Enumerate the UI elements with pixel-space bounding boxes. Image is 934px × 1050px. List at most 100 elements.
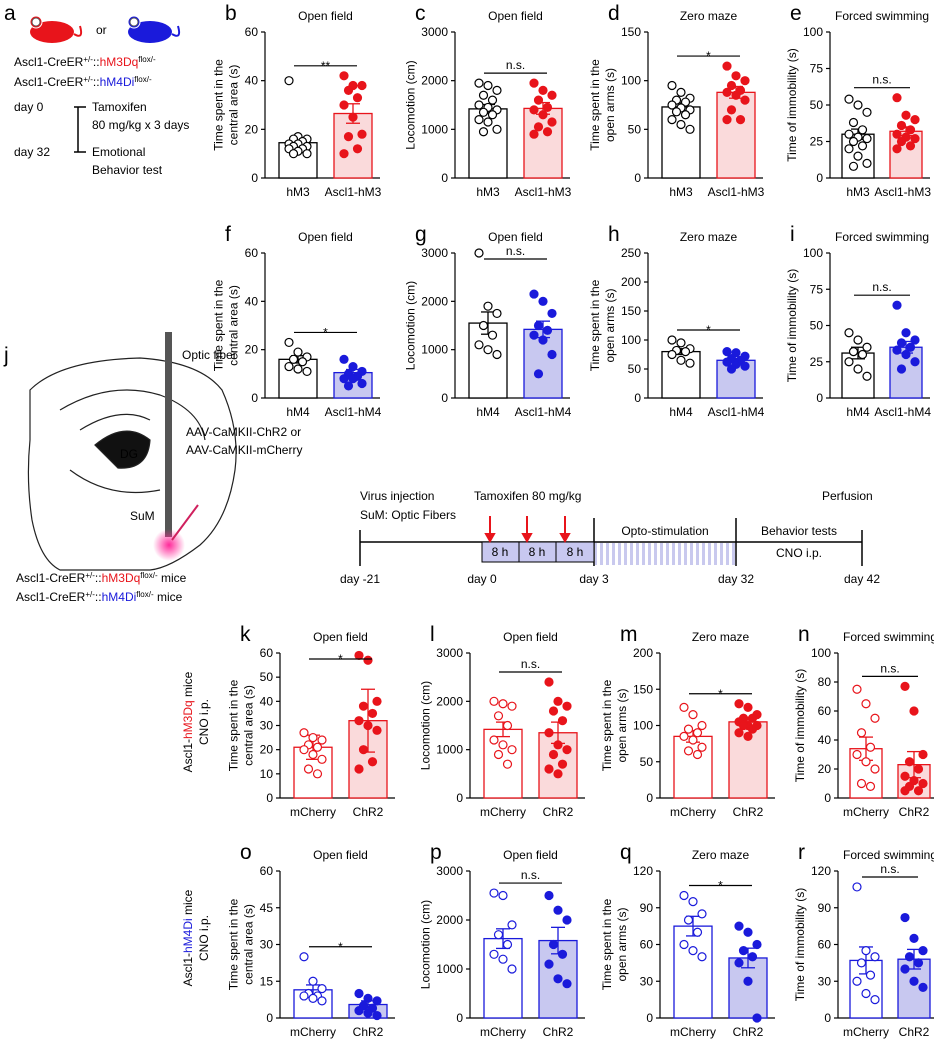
data-point	[697, 952, 707, 962]
data-point	[683, 915, 694, 925]
y-tick-label: 0	[441, 391, 448, 405]
block-label: 8 h	[529, 545, 546, 559]
label: AAV-CaMKII-ChR2 or	[186, 425, 301, 439]
data-point	[354, 650, 364, 661]
data-point	[734, 728, 744, 738]
significance-label: n.s.	[506, 244, 525, 258]
y-tick-label: 50	[810, 98, 824, 112]
x-tick-label: hM3	[286, 185, 310, 199]
y-axis-label: Time spent in the	[588, 279, 602, 371]
panel-letter: h	[608, 223, 620, 246]
data-point	[861, 946, 871, 956]
data-point	[308, 976, 318, 986]
data-point	[667, 349, 677, 360]
data-point	[900, 786, 910, 796]
y-tick-label: 80	[818, 675, 832, 689]
x-tick-label: mCherry	[843, 805, 889, 819]
data-point	[498, 699, 508, 709]
data-point	[284, 361, 294, 372]
data-point	[738, 720, 749, 731]
data-point	[302, 149, 312, 159]
genotype-line: Ascl1-CreER+/-::hM4Diflox/-	[14, 75, 152, 90]
data-point	[299, 728, 309, 738]
data-point	[308, 993, 318, 1004]
step-text: Emotional	[92, 145, 145, 159]
y-tick-label: 20	[260, 743, 274, 757]
data-point	[317, 996, 327, 1006]
data-point	[697, 909, 707, 919]
text-part: CNO i.p.	[197, 699, 211, 745]
data-point	[358, 701, 369, 711]
data-point	[844, 144, 854, 154]
data-point	[507, 745, 517, 755]
significance-label: n.s.	[872, 73, 891, 87]
data-point	[688, 735, 698, 745]
data-point	[892, 129, 902, 139]
significance-label: *	[323, 325, 328, 339]
data-point	[697, 720, 707, 731]
data-point	[680, 110, 691, 120]
text-part: Ascl1-	[181, 739, 195, 772]
y-tick-label: 2000	[436, 694, 463, 708]
data-point	[734, 958, 744, 968]
data-point	[857, 125, 868, 135]
chart-title: Open field	[313, 848, 368, 862]
x-tick-label: ChR2	[353, 805, 384, 819]
data-point	[538, 110, 548, 120]
chart-title: Open field	[488, 230, 543, 244]
data-point	[752, 939, 762, 950]
label: Optic fiber	[182, 348, 237, 362]
y-tick-label: 50	[628, 362, 642, 376]
data-point	[747, 724, 758, 734]
panel-letter: l	[430, 623, 435, 646]
data-point	[493, 711, 504, 721]
data-point	[299, 745, 309, 755]
text-part: hM3Dq	[100, 55, 139, 69]
data-point	[679, 731, 689, 741]
x-tick-label: ChR2	[733, 1025, 764, 1039]
data-point	[862, 342, 872, 352]
data-point	[489, 888, 499, 898]
data-point	[548, 939, 559, 950]
data-point	[747, 713, 758, 723]
panel-letter: a	[4, 2, 16, 25]
significance-label: n.s.	[521, 868, 540, 882]
data-point	[489, 696, 499, 706]
data-point	[367, 757, 378, 767]
data-point	[853, 335, 863, 345]
data-point	[909, 706, 919, 716]
bar	[673, 925, 713, 1019]
data-point	[667, 335, 677, 345]
text-part: ::	[95, 571, 102, 585]
data-point	[557, 949, 568, 959]
data-point	[910, 133, 920, 144]
y-tick-label: 60	[260, 864, 274, 878]
text-part: flox/-	[138, 55, 156, 64]
data-point	[544, 728, 554, 738]
y-tick-label: 50	[260, 670, 274, 684]
y-tick-label: 2000	[436, 913, 463, 927]
y-axis-label: Locomotion (cm)	[403, 281, 417, 370]
text-part: +/-	[83, 55, 93, 64]
y-tick-label: 120	[811, 864, 831, 878]
data-point	[478, 320, 489, 331]
significance-label: n.s.	[506, 58, 525, 72]
data-point	[474, 340, 484, 350]
data-point	[852, 684, 862, 694]
panel-letter: n	[798, 623, 810, 646]
data-point	[553, 696, 563, 706]
y-tick-label: 40	[245, 294, 259, 308]
y-tick-label: 3000	[421, 246, 448, 260]
data-point	[685, 358, 695, 368]
data-point	[357, 80, 367, 91]
data-point	[343, 85, 354, 96]
significance-label: *	[706, 49, 711, 63]
data-point	[529, 330, 539, 340]
chart-title: Forced swimming	[835, 9, 929, 23]
data-point	[844, 357, 854, 367]
label: Perfusion	[822, 489, 873, 503]
data-point	[308, 732, 318, 743]
y-tick-label: 1000	[421, 343, 448, 357]
